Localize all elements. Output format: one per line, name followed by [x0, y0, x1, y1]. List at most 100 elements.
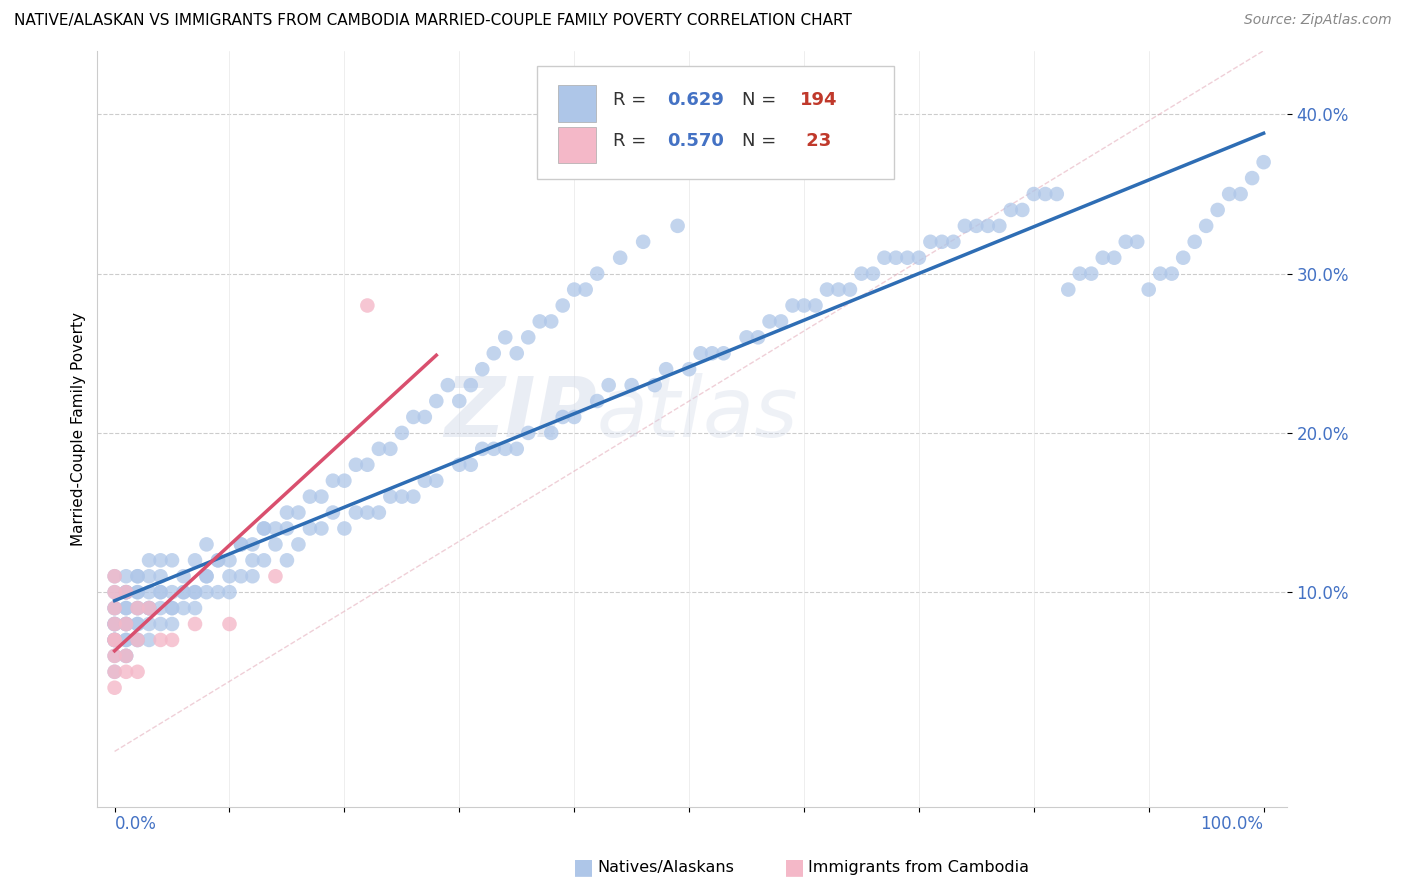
- Text: N =: N =: [742, 91, 782, 109]
- Point: [218, 569, 240, 583]
- Point: [1102, 251, 1125, 265]
- Point: [460, 458, 482, 472]
- Point: [1011, 202, 1033, 217]
- Text: 194: 194: [800, 91, 838, 109]
- Point: [127, 601, 149, 615]
- Point: [700, 346, 723, 360]
- Point: [827, 283, 849, 297]
- Point: [103, 585, 125, 599]
- Point: [782, 298, 804, 312]
- Point: [356, 298, 378, 312]
- FancyBboxPatch shape: [558, 127, 596, 163]
- Point: [562, 283, 585, 297]
- Point: [115, 648, 138, 663]
- Point: [609, 251, 631, 265]
- Point: [1184, 235, 1206, 249]
- Point: [253, 521, 276, 535]
- Point: [873, 251, 896, 265]
- Point: [264, 537, 287, 551]
- Point: [322, 506, 344, 520]
- Point: [413, 409, 436, 424]
- Point: [242, 553, 264, 567]
- Point: [367, 442, 389, 456]
- Point: [103, 617, 125, 632]
- Point: [103, 617, 125, 632]
- Point: [103, 617, 125, 632]
- Point: [1195, 219, 1218, 233]
- Point: [207, 553, 229, 567]
- Point: [253, 521, 276, 535]
- Point: [1033, 187, 1056, 202]
- Point: [298, 521, 321, 535]
- Point: [229, 537, 252, 551]
- Point: [735, 330, 758, 344]
- Point: [747, 330, 769, 344]
- Point: [195, 569, 218, 583]
- Point: [494, 330, 516, 344]
- Point: [540, 425, 562, 440]
- Point: [506, 346, 529, 360]
- Point: [344, 458, 367, 472]
- Point: [103, 632, 125, 647]
- Point: [127, 617, 149, 632]
- Point: [631, 235, 654, 249]
- Point: [839, 283, 862, 297]
- Point: [103, 632, 125, 647]
- Point: [127, 569, 149, 583]
- Point: [127, 569, 149, 583]
- Point: [758, 314, 780, 328]
- Point: [436, 378, 458, 392]
- Point: [103, 632, 125, 647]
- Point: [103, 632, 125, 647]
- Point: [115, 648, 138, 663]
- Point: [103, 585, 125, 599]
- Point: [149, 617, 172, 632]
- Point: [195, 537, 218, 551]
- Point: [184, 553, 207, 567]
- Point: [506, 442, 529, 456]
- Point: [127, 632, 149, 647]
- Point: [103, 665, 125, 679]
- Point: [115, 617, 138, 632]
- Point: [287, 506, 309, 520]
- Point: [713, 346, 735, 360]
- Point: [575, 283, 598, 297]
- Point: [149, 585, 172, 599]
- Point: [138, 601, 160, 615]
- Point: [517, 330, 540, 344]
- Point: [160, 553, 183, 567]
- Point: [138, 632, 160, 647]
- Point: [402, 409, 425, 424]
- Point: [884, 251, 907, 265]
- Point: [356, 506, 378, 520]
- Text: 100.0%: 100.0%: [1201, 815, 1264, 833]
- Text: Source: ZipAtlas.com: Source: ZipAtlas.com: [1244, 13, 1392, 28]
- Point: [173, 585, 195, 599]
- Point: [920, 235, 942, 249]
- Point: [413, 474, 436, 488]
- Point: [551, 298, 574, 312]
- Point: [333, 521, 356, 535]
- Point: [127, 665, 149, 679]
- Point: [931, 235, 953, 249]
- Point: [115, 632, 138, 647]
- Point: [138, 601, 160, 615]
- Point: [115, 665, 138, 679]
- Point: [1115, 235, 1137, 249]
- Text: ■: ■: [574, 857, 593, 877]
- Point: [425, 474, 447, 488]
- Point: [276, 506, 298, 520]
- Point: [253, 553, 276, 567]
- Point: [586, 394, 609, 409]
- Point: [953, 219, 976, 233]
- Text: N =: N =: [742, 132, 782, 151]
- Point: [689, 346, 711, 360]
- Point: [218, 617, 240, 632]
- Point: [482, 442, 505, 456]
- Point: [115, 585, 138, 599]
- Point: [195, 585, 218, 599]
- Point: [1022, 187, 1045, 202]
- Point: [1241, 171, 1264, 186]
- Point: [115, 617, 138, 632]
- Text: ■: ■: [785, 857, 804, 877]
